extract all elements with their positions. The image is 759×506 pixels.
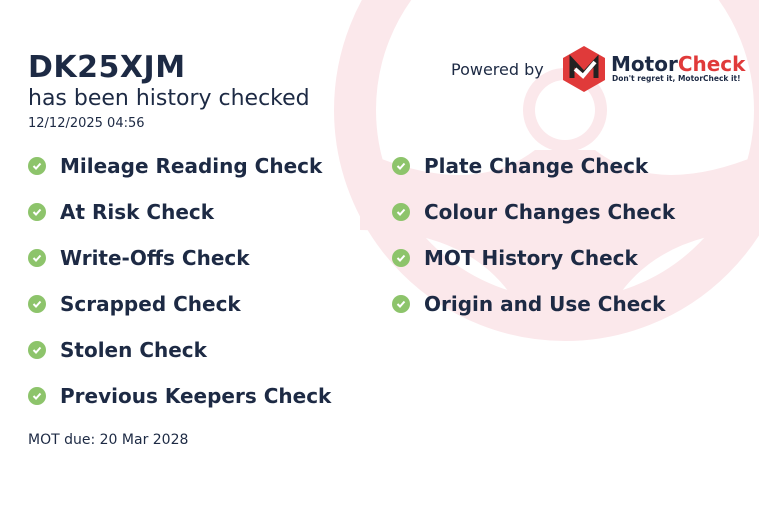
check-label: Stolen Check bbox=[60, 338, 207, 362]
brand-name: MotorCheck bbox=[611, 52, 745, 76]
check-circle-icon bbox=[28, 203, 46, 221]
check-item: Write-Offs Check bbox=[28, 246, 250, 270]
check-circle-icon bbox=[392, 203, 410, 221]
check-circle-icon bbox=[28, 295, 46, 313]
check-circle-icon bbox=[392, 157, 410, 175]
check-item: Colour Changes Check bbox=[392, 200, 675, 224]
check-circle-icon bbox=[392, 295, 410, 313]
check-label: Scrapped Check bbox=[60, 292, 241, 316]
subtitle: has been history checked bbox=[28, 86, 310, 111]
check-label: Colour Changes Check bbox=[424, 200, 676, 224]
check-date: 12/12/2025 04:56 bbox=[28, 116, 145, 131]
check-label: Write-Offs Check bbox=[60, 246, 250, 270]
check-label: Plate Change Check bbox=[424, 154, 649, 178]
check-item: Stolen Check bbox=[28, 338, 207, 362]
check-label: Mileage Reading Check bbox=[60, 154, 323, 178]
check-label: At Risk Check bbox=[60, 200, 215, 224]
check-item: At Risk Check bbox=[28, 200, 214, 224]
powered-by-label: Powered by bbox=[451, 60, 544, 79]
check-item: Previous Keepers Check bbox=[28, 384, 331, 408]
check-item: MOT History Check bbox=[392, 246, 638, 270]
motorcheck-logo-icon bbox=[563, 46, 605, 92]
brand-check: Check bbox=[677, 52, 746, 76]
vehicle-plate: DK25XJM bbox=[28, 50, 186, 85]
check-label: MOT History Check bbox=[424, 246, 638, 270]
check-item: Scrapped Check bbox=[28, 292, 241, 316]
check-label: Previous Keepers Check bbox=[60, 384, 332, 408]
check-circle-icon bbox=[28, 387, 46, 405]
mot-due: MOT due: 20 Mar 2028 bbox=[28, 432, 189, 448]
check-item: Plate Change Check bbox=[392, 154, 648, 178]
check-circle-icon bbox=[28, 341, 46, 359]
check-circle-icon bbox=[392, 249, 410, 267]
check-label: Origin and Use Check bbox=[424, 292, 666, 316]
brand-tagline: Don't regret it, MotorCheck it! bbox=[612, 74, 741, 83]
check-circle-icon bbox=[28, 249, 46, 267]
check-item: Mileage Reading Check bbox=[28, 154, 322, 178]
check-circle-icon bbox=[28, 157, 46, 175]
brand-motor: Motor bbox=[611, 52, 678, 76]
check-item: Origin and Use Check bbox=[392, 292, 665, 316]
